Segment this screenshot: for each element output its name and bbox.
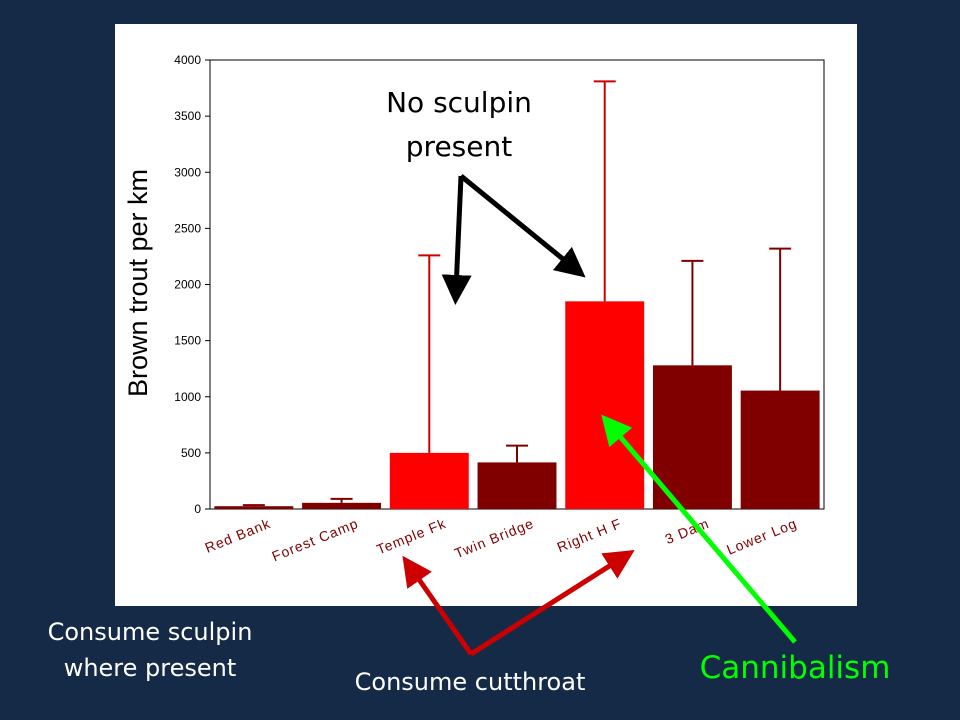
- bar-lower-log: [740, 390, 820, 509]
- bar-forest-camp: [302, 502, 382, 509]
- consume-cutthroat-caption: Consume cutthroat: [354, 668, 586, 696]
- black-arrow-down: [441, 175, 472, 305]
- y-tick-label: 2000: [174, 278, 201, 292]
- bar-twin-bridge: [477, 462, 557, 509]
- bar-temple-fk: [389, 452, 469, 509]
- y-tick-label: 1000: [174, 390, 201, 404]
- consume-sculpin-line1: Consume sculpin: [47, 618, 253, 646]
- bar-right-h-f: [565, 301, 645, 509]
- y-axis-ticks: 0 500 1000 1500 2000 2500 3000 3500 4000: [174, 53, 210, 516]
- y-tick-label: 1500: [174, 334, 201, 348]
- bar-3-dam: [652, 365, 732, 509]
- y-tick-label: 3500: [174, 109, 201, 123]
- cannibalism-caption: Cannibalism: [699, 650, 891, 686]
- y-tick-label: 0: [194, 502, 201, 516]
- y-axis-label: Brown trout per km: [123, 169, 153, 397]
- red-arrow-right: [469, 549, 635, 657]
- bars-group: [214, 80, 820, 509]
- red-arrow-left: [402, 555, 474, 656]
- black-arrow-right: [459, 174, 586, 278]
- y-tick-label: 2500: [174, 221, 201, 235]
- consume-sculpin-caption: Consume sculpin where present: [20, 614, 280, 686]
- y-tick-label: 500: [181, 446, 201, 460]
- no-sculpin-label-line1: No sculpin: [386, 86, 532, 119]
- y-tick-label: 4000: [174, 53, 201, 67]
- bar-red-bank: [214, 506, 294, 509]
- no-sculpin-label-line2: present: [406, 130, 512, 163]
- green-arrow: [601, 414, 797, 644]
- consume-sculpin-line2: where present: [63, 654, 237, 682]
- y-tick-label: 3000: [174, 165, 201, 179]
